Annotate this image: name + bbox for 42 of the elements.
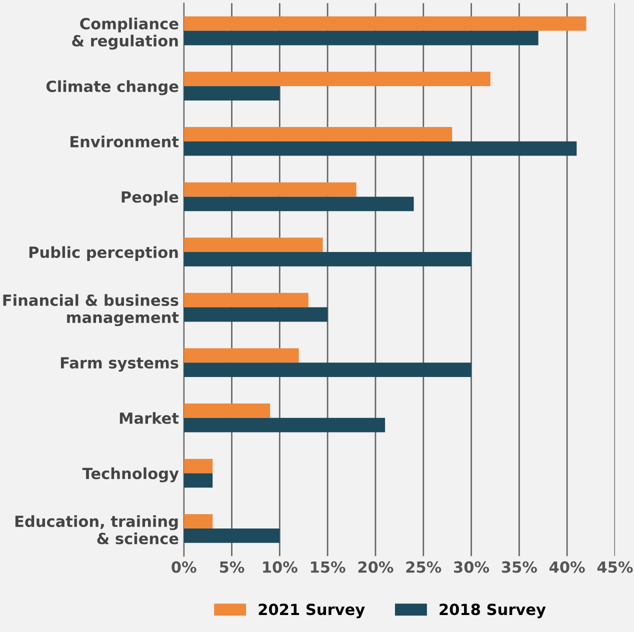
- bar: [184, 86, 280, 100]
- y-tick-label: People: [122, 190, 178, 206]
- y-tick-label: Farm systems: [60, 357, 178, 372]
- y-tick-label: Compliance & regulation: [72, 18, 178, 50]
- y-tick-label: Environment: [70, 136, 179, 148]
- bar: [184, 418, 386, 432]
- x-tick-label: 25%: [406, 561, 442, 573]
- x-tick-label: 30%: [454, 561, 490, 573]
- bar: [184, 238, 323, 252]
- bar: [184, 292, 308, 308]
- bar: [184, 252, 472, 266]
- x-tick-label: 35%: [502, 561, 537, 573]
- legend-label: 2018 Survey: [440, 604, 546, 618]
- bar: [184, 473, 213, 488]
- bar: [184, 404, 270, 418]
- y-tick-label: Financial & business management: [3, 294, 179, 326]
- y-tick-label: Technology: [82, 467, 179, 482]
- bar: [184, 307, 328, 322]
- x-tick-label: 10%: [263, 561, 298, 573]
- y-tick-label: Public perception: [29, 246, 178, 261]
- x-tick-label: 0%: [172, 561, 196, 573]
- bar: [184, 30, 538, 46]
- bar: [184, 528, 280, 543]
- bar: [184, 182, 356, 197]
- bar: [184, 514, 213, 529]
- bar: [184, 196, 414, 212]
- x-tick-label: 20%: [358, 561, 394, 573]
- bar: [184, 16, 586, 31]
- bar: [184, 72, 490, 86]
- bar: [184, 141, 577, 156]
- x-tick-label: 15%: [311, 561, 346, 573]
- y-tick-label: Market: [120, 412, 179, 424]
- bar: [184, 127, 452, 142]
- x-tick-label: 45%: [597, 561, 633, 573]
- y-tick-label: Climate change: [46, 80, 178, 96]
- bar: [184, 458, 213, 474]
- x-tick-label: 40%: [549, 561, 585, 573]
- legend-label: 2021 Survey: [258, 604, 365, 618]
- y-tick-label: Education, training & science: [15, 515, 178, 544]
- x-tick-label: 5%: [220, 561, 244, 573]
- bar: [184, 362, 472, 377]
- bar: [184, 348, 299, 363]
